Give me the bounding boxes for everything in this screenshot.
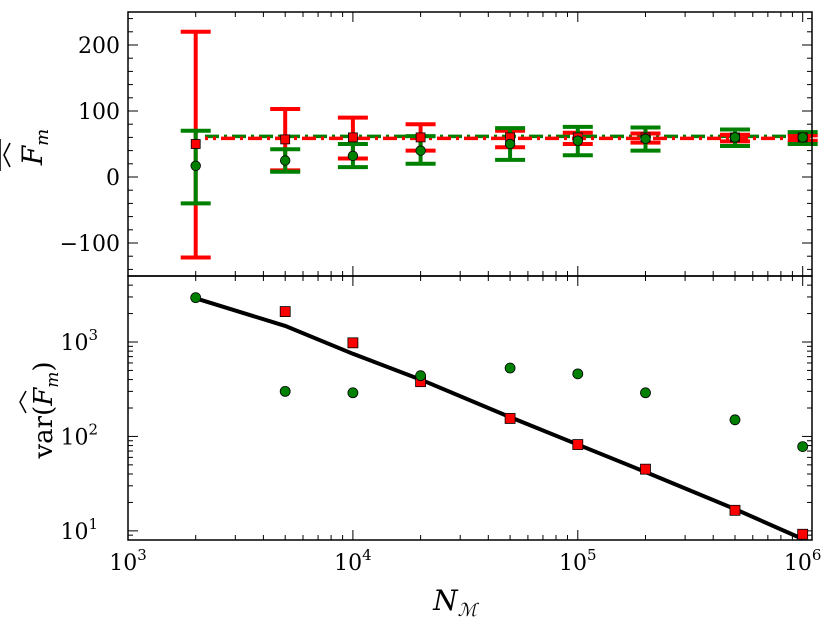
- y-tick-label: −100: [60, 232, 120, 257]
- data-point-red-squares: [640, 463, 651, 475]
- y-tick-label: 200: [78, 34, 120, 59]
- data-point-green-circles: [504, 362, 516, 374]
- data-point-red-squares: [797, 528, 809, 540]
- hat-mark: [3, 142, 11, 168]
- y-tick-label: 100: [78, 100, 120, 125]
- data-point-green-circles: [640, 133, 651, 144]
- bottom-panel: 101 102 103 103 104 105 106: [60, 275, 822, 576]
- bottom-y-label-text: var(Fm): [29, 361, 63, 459]
- data-point-red-squares: [504, 413, 516, 424]
- data-point-green-circles: [797, 441, 809, 453]
- data-point-green-circles: [279, 385, 291, 397]
- data-point-red-squares: [347, 132, 358, 143]
- y-tick-label: 103: [60, 326, 98, 356]
- y-tick-label: 0: [106, 166, 120, 191]
- data-point-green-circles: [572, 368, 584, 380]
- data-point-green-circles: [190, 292, 202, 304]
- data-point-red-squares: [415, 132, 426, 143]
- x-tick-label: 105: [559, 546, 597, 576]
- data-point-red-squares: [190, 139, 201, 149]
- x-label-text: Nℳ: [432, 584, 480, 621]
- data-point-green-circles: [347, 150, 359, 162]
- data-point-green-circles: [797, 132, 808, 143]
- x-tick-label: 103: [109, 546, 147, 576]
- data-point-red-squares: [279, 306, 291, 317]
- y-tick-label: 101: [60, 515, 98, 545]
- x-tick-label: 106: [784, 546, 822, 576]
- data-point-green-circles: [415, 145, 426, 156]
- data-point-green-circles: [347, 387, 359, 399]
- bottom-plot-frame: [127, 275, 813, 541]
- hat-mark-bottom: [19, 390, 27, 414]
- data-point-green-circles: [504, 138, 516, 150]
- data-point-red-squares: [347, 337, 359, 349]
- top-y-label-text: Fm: [16, 129, 53, 167]
- data-point-red-squares: [280, 134, 291, 145]
- data-point-green-circles: [640, 387, 651, 399]
- top-plot-frame: [127, 11, 813, 277]
- data-point-red-squares: [572, 439, 584, 450]
- top-panel: −100 0 100 200: [60, 12, 818, 276]
- series-line-theory-line: [195, 296, 804, 541]
- y-tick-label: 102: [60, 420, 98, 450]
- data-point-green-circles: [572, 135, 583, 146]
- data-point-green-circles: [279, 155, 291, 166]
- bottom-y-axis-label: var(Fm): [19, 361, 63, 460]
- data-point-green-circles: [415, 370, 426, 382]
- data-point-red-squares: [729, 504, 741, 516]
- x-axis-label: Nℳ: [432, 584, 480, 621]
- data-point-green-circles: [729, 414, 741, 426]
- data-point-green-circles: [190, 160, 201, 171]
- x-tick-label: 104: [334, 546, 372, 576]
- data-point-green-circles: [729, 132, 741, 143]
- top-y-axis-label: Fm: [0, 129, 53, 171]
